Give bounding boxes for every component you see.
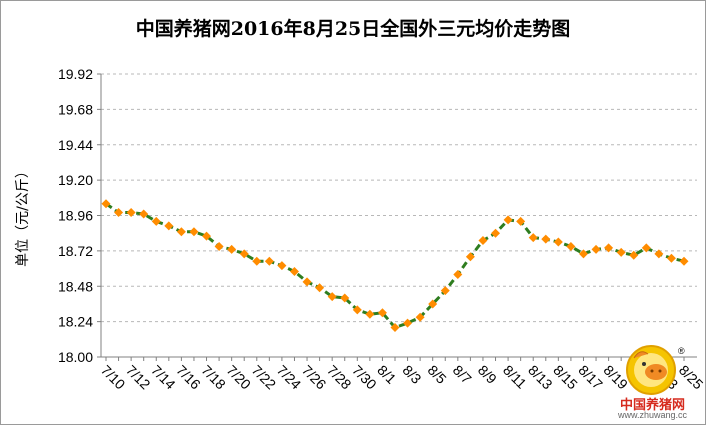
logo-name: 中国养猪网: [619, 398, 685, 413]
gridlines: [101, 73, 697, 323]
y-tick-label: 18.00: [58, 349, 93, 365]
data-point: [629, 250, 639, 260]
data-point: [189, 227, 199, 237]
data-point: [264, 256, 274, 266]
x-tick-label: 7/20: [224, 362, 255, 393]
data-point: [566, 241, 576, 251]
data-point: [503, 215, 513, 225]
series-layer: [101, 199, 689, 333]
data-point: [176, 227, 186, 237]
y-tick-label: 18.72: [58, 243, 93, 259]
data-point: [679, 256, 689, 266]
data-point: [139, 209, 149, 219]
data-point: [239, 249, 249, 259]
data-point: [340, 293, 350, 303]
y-tick-label: 19.68: [58, 101, 93, 117]
data-point: [352, 305, 362, 315]
x-tick-label: 7/16: [173, 362, 204, 393]
data-point: [126, 208, 136, 218]
data-point: [440, 286, 450, 296]
y-tick-labels: 18.00 18.24 18.48 18.72 18.96 19.20 19.44 19.68…: [58, 66, 93, 365]
y-tick-label: 18.96: [58, 208, 93, 224]
data-point: [114, 208, 124, 218]
data-point: [289, 267, 299, 277]
x-tick-label: 8/13: [525, 362, 556, 393]
x-tick-label: 7/24: [274, 362, 305, 393]
data-point: [377, 308, 387, 318]
x-tick-label: 7/12: [123, 362, 154, 393]
data-point: [390, 323, 400, 333]
y-tick-label: 19.20: [58, 172, 93, 188]
data-point: [541, 234, 551, 244]
x-tick-label: 8/5: [425, 362, 450, 387]
x-tick-label: 8/9: [475, 362, 500, 387]
x-tick-label: 8/17: [575, 362, 606, 393]
pig-logo-icon: ®: [626, 345, 685, 395]
x-tick-label: 7/30: [349, 362, 380, 393]
data-point: [202, 231, 212, 241]
data-point: [453, 269, 463, 279]
data-point: [227, 244, 237, 254]
data-point: [415, 312, 425, 322]
data-point: [302, 277, 312, 287]
data-point: [365, 309, 375, 319]
y-tick-label: 18.48: [58, 278, 93, 294]
data-point: [553, 237, 563, 247]
x-tick-label: 7/22: [249, 362, 280, 393]
data-point: [151, 216, 161, 226]
y-axis-label: 单位（元/公斤）: [15, 164, 31, 267]
data-point: [604, 243, 614, 253]
data-point: [491, 228, 501, 238]
data-point: [654, 249, 664, 259]
data-point: [465, 252, 475, 262]
data-point: [428, 299, 438, 309]
data-point: [164, 221, 174, 231]
data-point: [478, 236, 488, 246]
registered-mark: ®: [678, 346, 685, 356]
x-tick-label: 8/1: [374, 362, 399, 387]
data-point: [252, 256, 262, 266]
data-point: [666, 253, 676, 263]
data-point: [516, 216, 526, 226]
data-point: [578, 249, 588, 259]
x-tick-label: 8/11: [500, 362, 530, 392]
y-tick-label: 18.24: [58, 314, 93, 330]
data-point: [616, 247, 626, 257]
data-point: [315, 283, 325, 293]
logo-url: www.zhuwang.cc: [617, 410, 688, 420]
x-tick-label: 7/28: [324, 362, 355, 393]
x-tick-label: 8/3: [399, 362, 424, 387]
x-tick-label: 7/10: [98, 362, 129, 393]
data-point: [403, 318, 413, 328]
series-line: [105, 202, 685, 330]
x-tick-label: 8/7: [450, 362, 475, 387]
y-tick-label: 19.92: [58, 66, 93, 82]
data-point: [214, 241, 224, 251]
chart-title: 中国养猪网2016年8月25日全国外三元均价走势图: [135, 18, 571, 40]
axes: [97, 73, 697, 361]
x-tick-label: 7/26: [299, 362, 330, 393]
x-tick-label: 8/15: [550, 362, 581, 393]
data-point: [641, 243, 651, 253]
x-tick-label: 7/14: [148, 362, 179, 393]
x-tick-labels: 7/107/127/147/167/187/207/227/247/267/28…: [98, 362, 706, 393]
data-point: [101, 199, 111, 209]
zhuwang-logo: ®: [616, 340, 702, 420]
x-tick-label: 7/18: [198, 362, 229, 393]
data-point: [277, 261, 287, 271]
y-tick-label: 19.44: [58, 137, 93, 153]
data-point: [528, 233, 538, 243]
data-point: [591, 244, 601, 254]
data-point: [327, 292, 337, 302]
